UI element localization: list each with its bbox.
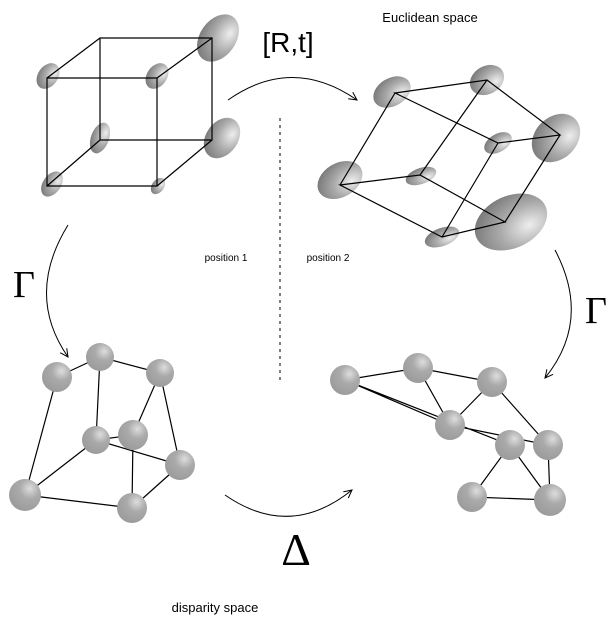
disparity-label: disparity space	[172, 600, 259, 615]
points-position-2	[330, 353, 566, 516]
cube-position-2	[317, 64, 581, 251]
arrows	[46, 77, 572, 517]
gamma-label: Γ	[13, 264, 35, 306]
euclidean-label: Euclidean space	[382, 10, 477, 25]
delta-label: Δ	[281, 524, 311, 575]
gamma-label: Γ	[585, 290, 607, 332]
points-position-1	[9, 343, 195, 523]
position-label: position 2	[307, 253, 350, 264]
transform-label: [R,t]	[262, 27, 313, 58]
cube-position-1	[36, 14, 241, 197]
position-label: position 1	[205, 253, 248, 264]
